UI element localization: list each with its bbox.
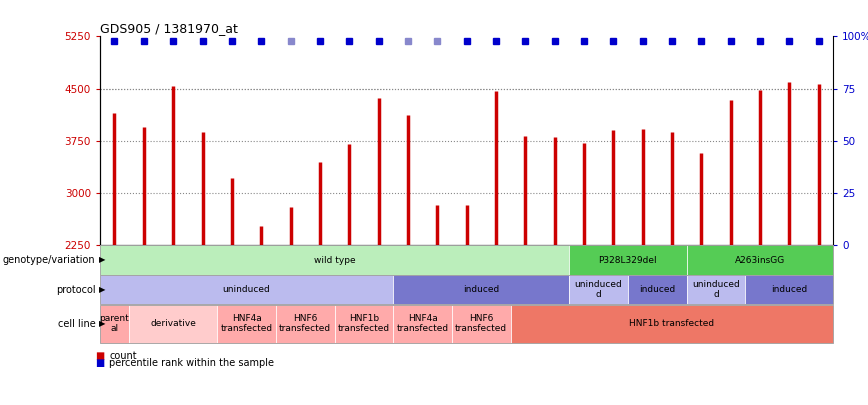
Text: count: count [109, 351, 137, 361]
Text: HNF1b
transfected: HNF1b transfected [338, 314, 390, 333]
Text: ■: ■ [95, 358, 105, 368]
Text: uninduced
d: uninduced d [692, 280, 740, 299]
Text: HNF6
transfected: HNF6 transfected [455, 314, 507, 333]
Text: derivative: derivative [150, 319, 196, 328]
Text: protocol: protocol [56, 285, 95, 294]
Text: ■: ■ [95, 351, 105, 361]
Text: cell line: cell line [58, 319, 95, 329]
Text: ▶: ▶ [99, 256, 105, 264]
Text: HNF1b transfected: HNF1b transfected [629, 319, 714, 328]
Text: induced: induced [771, 285, 807, 294]
Text: HNF4a
transfected: HNF4a transfected [220, 314, 273, 333]
Text: ▶: ▶ [99, 319, 105, 328]
Text: uninduced: uninduced [222, 285, 271, 294]
Text: wild type: wild type [313, 256, 355, 264]
Text: genotype/variation: genotype/variation [3, 255, 95, 265]
Text: GDS905 / 1381970_at: GDS905 / 1381970_at [100, 22, 238, 35]
Text: induced: induced [639, 285, 675, 294]
Text: A263insGG: A263insGG [735, 256, 785, 264]
Text: induced: induced [464, 285, 499, 294]
Text: ▶: ▶ [99, 285, 105, 294]
Text: P328L329del: P328L329del [599, 256, 657, 264]
Text: percentile rank within the sample: percentile rank within the sample [109, 358, 274, 368]
Text: parent
al: parent al [100, 314, 129, 333]
Text: HNF4a
transfected: HNF4a transfected [397, 314, 449, 333]
Text: uninduced
d: uninduced d [575, 280, 622, 299]
Text: HNF6
transfected: HNF6 transfected [279, 314, 332, 333]
